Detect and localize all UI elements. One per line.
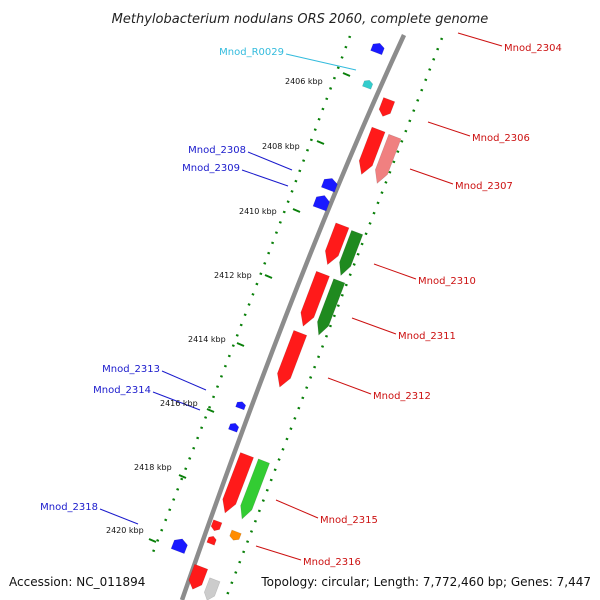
gene-feature-2307 <box>374 133 402 184</box>
kbp-tick <box>316 140 325 145</box>
kbp-tick <box>342 72 351 77</box>
kbp-label: 2406 kbp <box>285 77 323 86</box>
leader-line <box>241 169 289 187</box>
kbp-tick <box>292 208 301 213</box>
gene-feature-bottom <box>188 563 209 590</box>
gene-feature-2310 <box>324 222 350 266</box>
gene-features <box>170 42 402 600</box>
tick-rings <box>148 35 444 599</box>
kbp-tick <box>206 408 215 413</box>
leader-line <box>275 499 319 519</box>
kbp-label: 2420 kbp <box>106 526 144 535</box>
genome-backbone <box>179 34 407 600</box>
kbp-label: 2414 kbp <box>188 335 226 344</box>
gene-feature-2318 <box>170 538 188 554</box>
gene-label-left: Mnod_2313 <box>102 364 160 375</box>
kbp-label: 2418 kbp <box>134 463 172 472</box>
leader-line <box>457 32 503 47</box>
gene-feature-rna <box>362 79 374 90</box>
gene-feature-2308 <box>320 178 338 193</box>
gene-labels: Mnod_R0029 Mnod_2308 Mnod_2309 Mnod_2313 Mno… <box>40 43 562 568</box>
leader-line <box>409 168 454 185</box>
kbp-tick <box>148 538 157 543</box>
kbp-tick <box>236 342 245 347</box>
kbp-tick <box>178 474 187 479</box>
leader-line <box>285 53 357 71</box>
leader-line <box>247 151 293 171</box>
gene-label-left: Mnod_2309 <box>182 163 240 174</box>
gene-label-left: Mnod_2308 <box>188 145 246 156</box>
kbp-label: 2408 kbp <box>262 142 300 151</box>
leader-line <box>427 121 471 137</box>
gene-feature-2315-green <box>240 458 270 520</box>
gene-label-left: Mnod_2318 <box>40 502 98 513</box>
gene-feature-2313 <box>235 401 247 411</box>
kbp-label: 2410 kbp <box>239 207 277 216</box>
leader-line <box>351 317 397 335</box>
gene-label-right: Mnod_2306 <box>472 133 530 144</box>
label-leaders <box>99 32 503 561</box>
gene-feature-small-a <box>210 519 223 532</box>
gene-feature-2306 <box>358 126 386 175</box>
map-title: Methylobacterium nodulans ORS 2060, comp… <box>112 12 489 27</box>
gene-feature-blue-top <box>370 42 385 56</box>
gene-label-left: Mnod_2314 <box>93 385 151 396</box>
gene-label-right: Mnod_2316 <box>303 557 361 568</box>
kbp-label: 2416 kbp <box>160 399 198 408</box>
gene-feature-2312 <box>277 330 308 388</box>
gene-label-right: Mnod_2304 <box>504 43 562 54</box>
gene-feature-2311 <box>300 270 330 327</box>
gene-feature-2314 <box>228 422 240 433</box>
gene-feature-2316 <box>229 529 242 541</box>
gene-feature-2311-green <box>317 278 346 336</box>
leader-line <box>373 263 417 280</box>
genome-summary-text: Topology: circular; Length: 7,772,460 bp… <box>260 575 591 589</box>
gene-label-left: Mnod_R0029 <box>219 47 284 58</box>
gene-feature-small-b <box>206 535 217 546</box>
accession-text: Accession: NC_011894 <box>9 575 145 589</box>
gene-feature-bottom-grey <box>203 577 221 600</box>
leader-line <box>255 545 302 561</box>
gene-label-right: Mnod_2315 <box>320 515 378 526</box>
gene-label-right: Mnod_2307 <box>455 181 513 192</box>
kbp-label: 2412 kbp <box>214 271 252 280</box>
gene-feature-2309 <box>312 195 330 212</box>
leader-line <box>99 508 139 525</box>
gene-feature-2304 <box>378 97 396 117</box>
leader-line <box>152 391 201 411</box>
gene-feature-2310-green <box>339 230 364 277</box>
kbp-tick <box>264 274 273 279</box>
gene-label-right: Mnod_2311 <box>398 331 456 342</box>
leader-line <box>161 370 207 391</box>
leader-line <box>327 377 372 395</box>
gene-feature-2315 <box>222 452 254 514</box>
gene-label-right: Mnod_2310 <box>418 276 476 287</box>
outer-tick-ring <box>224 37 444 599</box>
gene-label-right: Mnod_2312 <box>373 391 431 402</box>
kbp-scale: 2406 kbp 2408 kbp 2410 kbp 2412 kbp 2414 kbp… <box>106 72 351 543</box>
